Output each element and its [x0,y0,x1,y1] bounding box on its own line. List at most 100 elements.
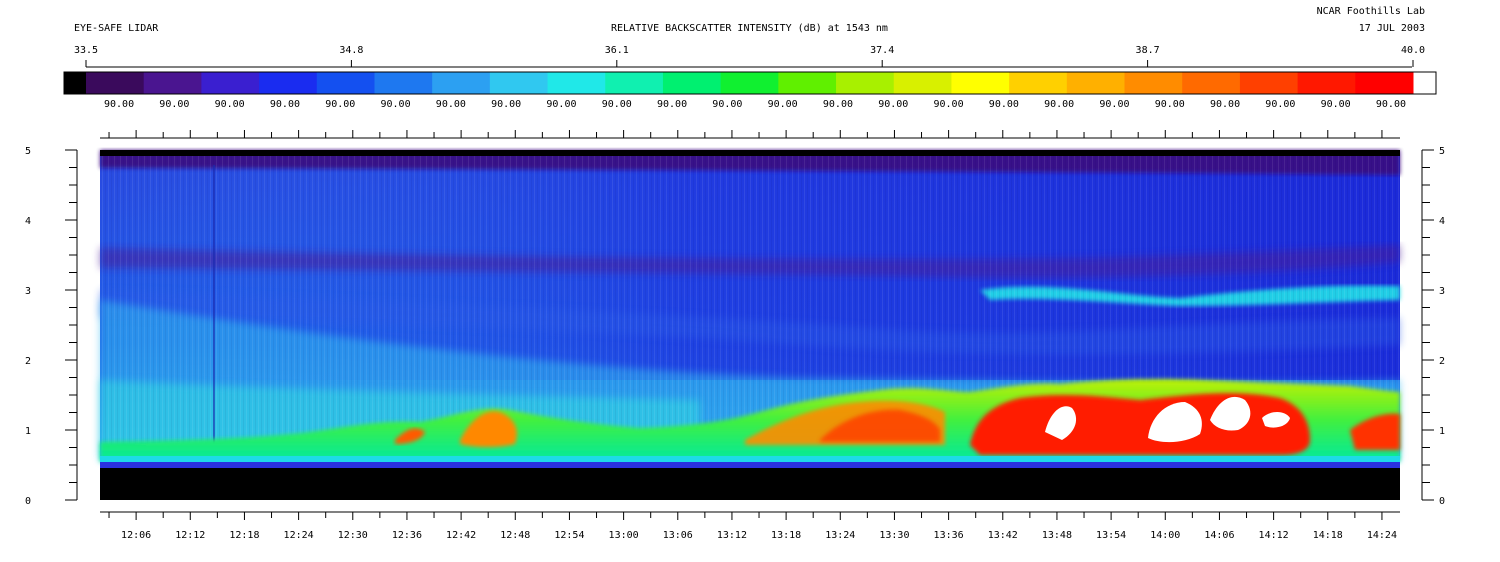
x-tick-label: 14:00 [1150,530,1180,541]
y-tick-label-right: 4 [1439,216,1445,227]
aerosol-cell-red-c [1350,413,1400,450]
colorbar-segment [1182,72,1241,94]
x-tick-label: 13:06 [663,530,693,541]
y-tick-label-right: 5 [1439,146,1445,157]
colorbar-segment [662,72,722,94]
colorbar-segment-label: 90.00 [878,99,908,110]
colorbar-segment-label: 90.00 [602,99,632,110]
x-tick-label: 13:18 [771,530,801,541]
aerosol-cell-1 [395,428,425,444]
chart-title: RELATIVE BACKSCATTER INTENSITY (dB) at 1… [611,23,888,34]
colorbar-segment [778,72,837,94]
x-tick-label: 13:12 [717,530,747,541]
colorbar-segment [259,72,318,94]
x-tick-label: 14:06 [1204,530,1234,541]
y-tick-label-right: 3 [1439,286,1445,297]
colorbar-segment-label: 90.00 [1044,99,1074,110]
y-tick-label-left: 2 [25,356,31,367]
aerosol-cell-red-a [820,409,940,442]
colorbar-segment-label: 90.00 [657,99,687,110]
colorbar-segment-label: 90.00 [712,99,742,110]
saturation-cell-a [1045,406,1077,440]
x-tick-label: 13:30 [879,530,909,541]
x-tick-label: 14:12 [1259,530,1289,541]
colorbar-segment [489,72,549,94]
colorbar-segment [893,72,952,94]
x-tick-label: 12:12 [175,530,205,541]
x-tick-label: 13:42 [988,530,1018,541]
instrument-title: EYE-SAFE LIDAR [74,23,159,34]
colorbar-segment-label: 90.00 [270,99,300,110]
colorbar-segment [432,72,491,94]
colorbar-segment [86,72,145,94]
colorbar-segment [720,72,779,94]
x-tick-label: 14:18 [1313,530,1343,541]
colorbar-segment [951,72,1010,94]
colorbar-segment [1124,72,1183,94]
x-tick-label: 12:24 [284,530,314,541]
colorbar-segment [143,72,202,94]
y-tick-label-right: 0 [1439,496,1445,507]
colorbar-segment [605,72,664,94]
colorbar-segment-label: 90.00 [823,99,853,110]
saturation-cell-d [1262,412,1290,428]
colorbar-tick-label: 34.8 [339,45,363,56]
saturation-cell-c [1210,396,1251,431]
x-tick-label: 13:36 [934,530,964,541]
y-tick-label-left: 3 [25,286,31,297]
x-tick-label: 12:36 [392,530,422,541]
colorbar-segment [1355,72,1414,94]
colorbar-tick-label: 36.1 [605,45,629,56]
lab-name: NCAR Foothills Lab [1316,6,1425,17]
y-tick-label-left: 4 [25,216,31,227]
ground-no-signal [100,468,1400,500]
colorbar-segment-label: 90.00 [491,99,521,110]
colorbar-segment-label: 90.00 [546,99,576,110]
colorbar-segment-label: 90.00 [159,99,189,110]
x-tick-label: 12:18 [229,530,259,541]
colorbar-tick-label: 33.5 [74,45,98,56]
x-tick-label: 13:54 [1096,530,1126,541]
saturation-cell-b [1148,402,1202,443]
x-tick-label: 13:48 [1042,530,1072,541]
surface-cyan-band [100,456,1400,462]
y-tick-label-left: 0 [25,496,31,507]
colorbar-segment-label: 90.00 [1265,99,1295,110]
colorbar-segment [1239,72,1299,94]
colorbar-frame [63,71,1437,95]
colorbar-segment-label: 90.00 [1321,99,1351,110]
axes: 0 0 1 1 2 2 3 3 4 4 5 5 12:06 12:12 12:18 12:24 12:30 12… [25,130,1445,541]
colorbar-segment [1297,72,1356,94]
x-tick-label: 13:24 [825,530,855,541]
aerosol-cell-2 [460,411,517,447]
backscatter-heatmap [100,150,1400,500]
colorbar-segment-label: 90.00 [325,99,355,110]
colorbar-segment-label: 90.00 [436,99,466,110]
colorbar-segment-label: 90.00 [1376,99,1406,110]
aerosol-cell-red-b [970,393,1310,455]
colorbar-segment [316,72,375,94]
colorbar-tick-label: 37.4 [870,45,894,56]
colorbar-segment-label: 90.00 [989,99,1019,110]
date-label: 17 JUL 2003 [1358,23,1425,34]
colorbar-segment-label: 90.00 [215,99,245,110]
colorbar-segment [1066,72,1126,94]
colorbar-segment-label: 90.00 [1210,99,1240,110]
colorbar-segment-label: 90.00 [1155,99,1185,110]
colorbar-overflow [1413,72,1436,94]
colorbar-segment [547,72,606,94]
colorbar-tick-label: 40.0 [1401,45,1425,56]
colorbar-tick-label: 38.7 [1136,45,1160,56]
x-tick-label: 13:00 [609,530,639,541]
colorbar-segment [836,72,895,94]
colorbar-segment [1009,72,1068,94]
x-tick-label: 12:54 [554,530,584,541]
x-tick-label: 12:06 [121,530,151,541]
colorbar-segment-label: 90.00 [934,99,964,110]
x-tick-label: 12:48 [500,530,530,541]
colorbar: 33.5 34.8 36.1 37.4 38.7 40.0 90.00 90.00 90.00… [63,45,1437,110]
top-noise-region [100,150,1400,156]
x-tick-label: 12:42 [446,530,476,541]
colorbar-segment-label: 90.00 [381,99,411,110]
